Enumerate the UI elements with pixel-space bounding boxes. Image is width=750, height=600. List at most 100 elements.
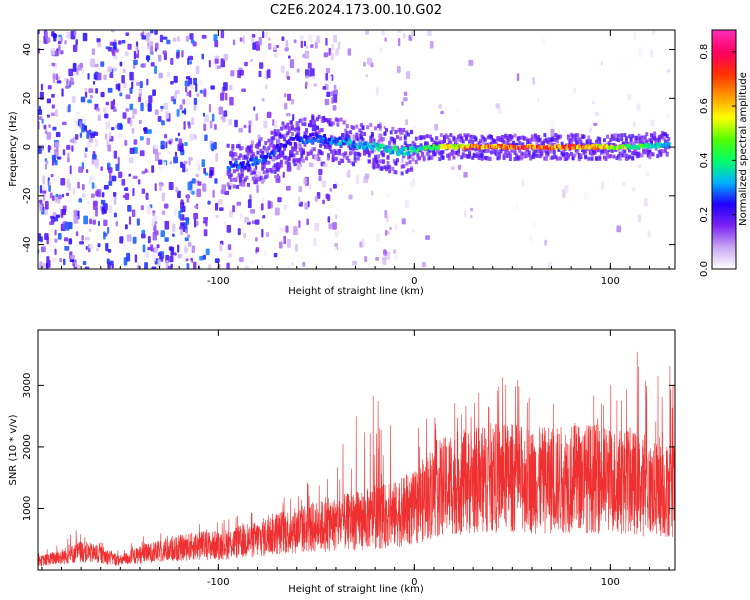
heatmap-cell: [477, 156, 481, 161]
heatmap-cell: [295, 158, 299, 163]
heatmap-cell: [591, 143, 595, 148]
heatmap-cell: [439, 153, 443, 158]
heatmap-cell: [83, 215, 89, 225]
heatmap-cell: [301, 150, 305, 155]
heatmap-cell: [383, 165, 387, 170]
heatmap-cell: [407, 151, 411, 155]
heatmap-cell: [538, 149, 542, 154]
heatmap-cell: [364, 173, 370, 179]
heatmap-cell: [69, 138, 75, 143]
heatmap-cell: [146, 251, 149, 259]
heatmap-cell: [48, 124, 52, 128]
heatmap-cell: [336, 122, 340, 127]
heatmap-cell: [161, 120, 165, 126]
colorbar-gradient: [712, 30, 736, 270]
heatmap-cell: [198, 200, 202, 210]
heatmap-cell: [183, 120, 186, 130]
heatmap-cell: [353, 158, 357, 163]
heatmap-cell: [336, 137, 339, 142]
colorbar-cell: [712, 127, 736, 131]
snr-line: [38, 351, 675, 567]
heatmap-cell: [163, 203, 169, 209]
heatmap-cell: [279, 163, 283, 168]
heatmap-cell: [482, 140, 486, 145]
heatmap-cell: [435, 142, 439, 147]
heatmap-cell: [504, 144, 508, 148]
colorbar-cell: [712, 263, 736, 266]
heatmap-cell: [40, 236, 43, 243]
heatmap-cell: [333, 89, 338, 96]
heatmap-cell: [356, 156, 360, 161]
heatmap-cell: [369, 135, 373, 140]
heatmap-cell: [535, 153, 539, 158]
heatmap-cell: [304, 69, 310, 78]
heatmap-cell: [295, 150, 299, 155]
heatmap-cell: [553, 144, 557, 149]
heatmap-cell: [530, 137, 534, 142]
heatmap-cell: [87, 142, 92, 148]
heatmap-cell: [223, 54, 229, 61]
heatmap-cell: [642, 45, 646, 52]
colorbar-cell: [712, 237, 736, 240]
heatmap-cell: [278, 146, 282, 151]
heatmap-cell: [314, 222, 319, 232]
heatmap-cell: [277, 148, 281, 153]
heatmap-cell: [275, 207, 280, 216]
heatmap-cell: [403, 152, 406, 156]
heatmap-cell: [135, 262, 138, 269]
heatmap-cell: [621, 141, 625, 146]
heatmap-cell: [642, 148, 646, 153]
heatmap-cell: [212, 190, 215, 198]
heatmap-cell: [269, 155, 272, 160]
heatmap-cell: [622, 60, 627, 67]
heatmap-cell: [392, 159, 396, 164]
heatmap-cell: [177, 254, 183, 259]
heatmap-cell: [627, 93, 632, 101]
heatmap-cell: [247, 151, 251, 156]
heatmap-cell: [372, 161, 376, 166]
heatmap-cell: [341, 159, 345, 164]
heatmap-cell: [617, 138, 621, 143]
heatmap-cell: [662, 149, 666, 154]
heatmap-cell: [214, 58, 219, 64]
heatmap-cell: [286, 76, 291, 80]
heatmap-cell: [416, 149, 419, 154]
heatmap-cell: [314, 196, 318, 202]
heatmap-cell: [51, 160, 55, 166]
colorbar-cell: [712, 97, 736, 101]
heatmap-cell: [231, 156, 235, 161]
heatmap-cell: [401, 218, 406, 225]
heatmap-cell: [576, 133, 580, 138]
heatmap-cell: [301, 158, 305, 163]
heatmap-cell: [272, 153, 276, 157]
heatmap-cell: [443, 134, 447, 139]
heatmap-cell: [403, 91, 408, 96]
heatmap-cell: [502, 140, 506, 145]
heatmap-cell: [157, 259, 161, 268]
heatmap-cell: [482, 147, 486, 152]
heatmap-cell: [79, 241, 84, 245]
heatmap-cell: [72, 62, 77, 72]
heatmap-cell: [394, 148, 398, 152]
heatmap-cell: [573, 153, 577, 158]
heatmap-cell: [541, 38, 546, 45]
heatmap-cell: [577, 153, 581, 158]
heatmap-cell: [103, 219, 108, 227]
heatmap-cell: [73, 30, 77, 37]
heatmap-cell: [54, 229, 57, 236]
heatmap-cell: [370, 131, 374, 136]
heatmap-cell: [582, 134, 586, 139]
heatmap-cell: [68, 238, 73, 245]
heatmap-cell: [370, 126, 375, 134]
heatmap-cell: [162, 50, 167, 55]
heatmap-cell: [138, 89, 142, 94]
heatmap-cell: [570, 132, 574, 137]
heatmap-cell: [406, 132, 410, 137]
heatmap-cell: [247, 163, 251, 168]
heatmap-cell: [278, 241, 283, 249]
heatmap-cell: [251, 38, 255, 43]
heatmap-cell: [119, 236, 124, 244]
heatmap-cell: [240, 171, 244, 176]
heatmap-cell: [294, 127, 298, 132]
heatmap-cell: [54, 159, 58, 166]
